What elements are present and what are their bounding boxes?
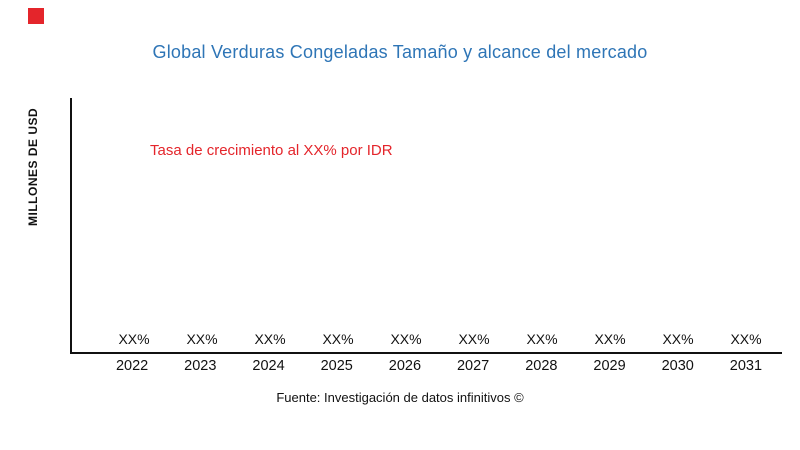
x-tick-2025: 2025 [320, 358, 353, 374]
x-tick-2023: 2023 [184, 358, 217, 374]
bar-value-label-2031: XX% [730, 331, 762, 347]
x-axis-tick-labels: 2022 2023 2024 2025 2026 2027 2028 2029 2030 2031 [70, 358, 782, 374]
plot-area: Tasa de crecimiento al XX% por IDR XX% XX… [70, 98, 782, 354]
growth-rate-annotation: Tasa de crecimiento al XX% por IDR [150, 142, 393, 159]
bars-container: XX% XX% XX% XX% XX% XX% XX% XX% XX% XX% [72, 98, 782, 352]
bar-value-label-2027: XX% [458, 331, 490, 347]
bar-value-label-2030: XX% [662, 331, 694, 347]
bar-value-label-2026: XX% [390, 331, 422, 347]
x-tick-2029: 2029 [593, 358, 626, 374]
bar-column-2029: XX% [576, 331, 644, 352]
bar-column-2031: XX% [712, 331, 780, 352]
x-tick-2030: 2030 [661, 358, 694, 374]
bar-column-2022: XX% [100, 331, 168, 352]
x-tick-2028: 2028 [525, 358, 558, 374]
bar-value-label-2022: XX% [118, 331, 150, 347]
x-tick-2027: 2027 [456, 358, 490, 374]
x-tick-2031: 2031 [729, 358, 763, 374]
source-attribution: Fuente: Investigación de datos infinitiv… [276, 390, 524, 405]
x-tick-2024: 2024 [252, 358, 285, 374]
bar-column-2028: XX% [508, 331, 576, 352]
bar-column-2024: XX% [236, 331, 304, 352]
bar-value-label-2023: XX% [186, 331, 218, 347]
bar-column-2027: XX% [440, 331, 508, 352]
chart-title: Global Verduras Congeladas Tamaño y alca… [152, 42, 648, 62]
x-tick-2022: 2022 [115, 358, 149, 374]
y-axis-label: MILLONES DE USD [26, 107, 40, 227]
bar-column-2025: XX% [304, 331, 372, 352]
bar-column-2026: XX% [372, 331, 440, 352]
bar-value-label-2028: XX% [526, 331, 558, 347]
bar-column-2030: XX% [644, 331, 712, 352]
bar-value-label-2024: XX% [254, 331, 286, 347]
bar-value-label-2029: XX% [594, 331, 626, 347]
brand-logo [28, 8, 44, 24]
bar-value-label-2025: XX% [322, 331, 354, 347]
x-tick-2026: 2026 [388, 358, 422, 374]
bar-column-2023: XX% [168, 331, 236, 352]
